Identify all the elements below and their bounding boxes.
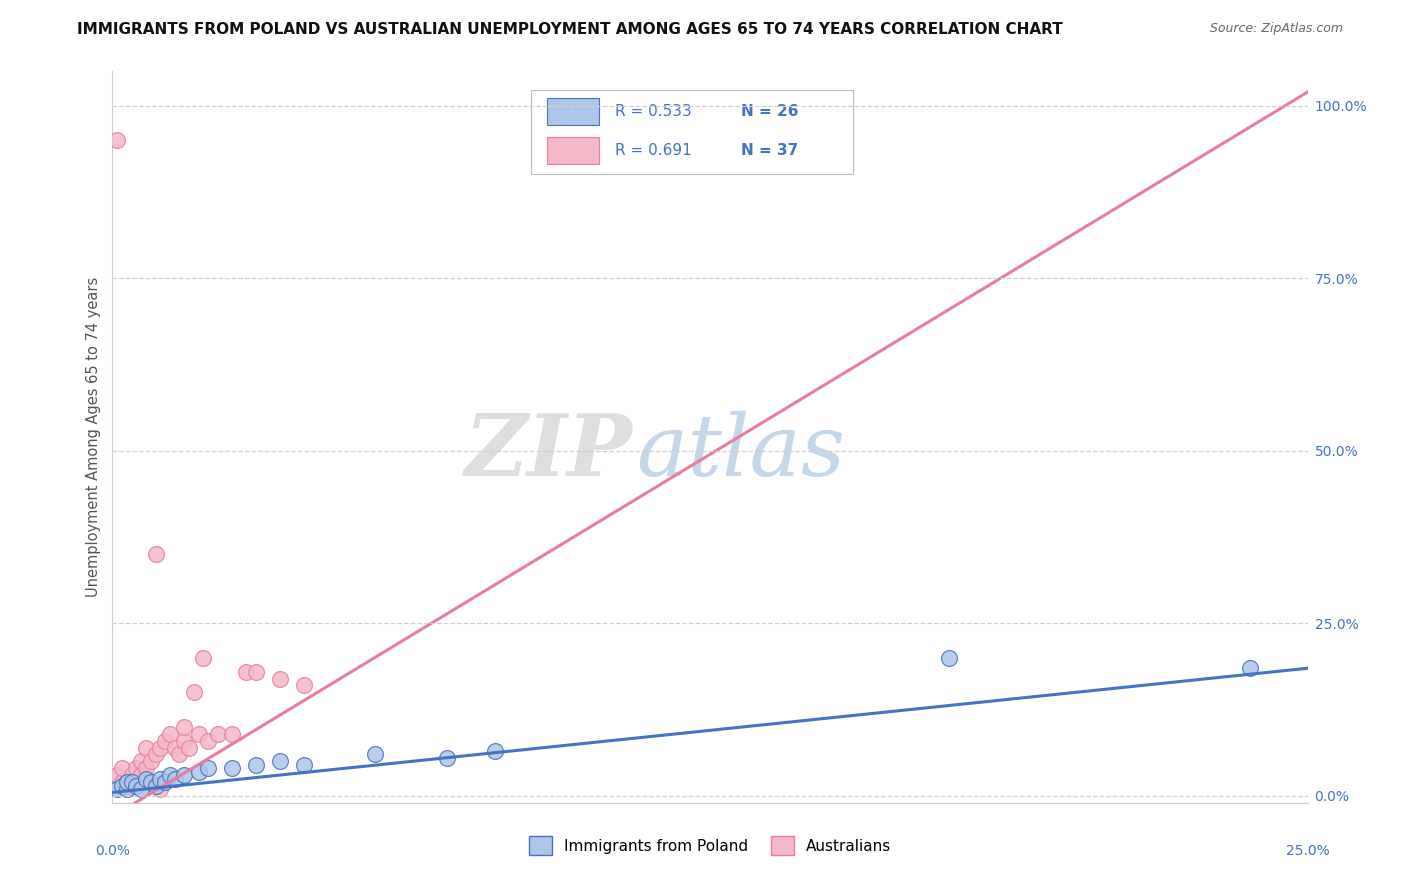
- Point: [115, 775, 138, 789]
- Point: [183, 685, 205, 699]
- Point: [173, 733, 195, 747]
- Point: [121, 775, 143, 789]
- Text: Source: ZipAtlas.com: Source: ZipAtlas.com: [1209, 22, 1343, 36]
- Point: [111, 775, 134, 789]
- Point: [111, 779, 134, 793]
- Point: [292, 757, 315, 772]
- Point: [145, 747, 167, 762]
- Point: [115, 782, 138, 797]
- Text: atlas: atlas: [636, 410, 845, 493]
- Point: [207, 727, 229, 741]
- Point: [187, 727, 209, 741]
- Point: [105, 768, 128, 782]
- Point: [269, 672, 291, 686]
- Point: [938, 651, 960, 665]
- Point: [364, 747, 387, 762]
- Point: [125, 779, 148, 793]
- Point: [245, 757, 267, 772]
- Point: [105, 133, 128, 147]
- Point: [1239, 661, 1261, 675]
- Point: [129, 755, 152, 769]
- Point: [105, 782, 128, 797]
- Point: [139, 755, 162, 769]
- Point: [149, 740, 172, 755]
- Point: [269, 755, 291, 769]
- Point: [135, 740, 157, 755]
- Point: [197, 761, 219, 775]
- Point: [163, 772, 186, 786]
- Legend: Immigrants from Poland, Australians: Immigrants from Poland, Australians: [523, 830, 897, 861]
- Point: [125, 761, 148, 775]
- Point: [115, 775, 138, 789]
- Text: 0.0%: 0.0%: [96, 845, 129, 858]
- Point: [139, 775, 162, 789]
- Point: [139, 775, 162, 789]
- Point: [193, 651, 215, 665]
- Point: [149, 782, 172, 797]
- Point: [125, 775, 148, 789]
- Text: IMMIGRANTS FROM POLAND VS AUSTRALIAN UNEMPLOYMENT AMONG AGES 65 TO 74 YEARS CORR: IMMIGRANTS FROM POLAND VS AUSTRALIAN UNE…: [77, 22, 1063, 37]
- Point: [173, 768, 195, 782]
- Text: ZIP: ZIP: [464, 410, 633, 493]
- Text: 25.0%: 25.0%: [1285, 845, 1330, 858]
- Point: [169, 747, 191, 762]
- Point: [187, 764, 209, 779]
- Point: [111, 761, 134, 775]
- Point: [221, 727, 243, 741]
- Point: [177, 740, 200, 755]
- Point: [173, 720, 195, 734]
- Point: [235, 665, 257, 679]
- Point: [135, 761, 157, 775]
- Point: [129, 782, 152, 797]
- Point: [221, 761, 243, 775]
- Point: [121, 775, 143, 789]
- Point: [121, 768, 143, 782]
- Point: [484, 744, 506, 758]
- Point: [149, 772, 172, 786]
- Point: [135, 772, 157, 786]
- Point: [163, 740, 186, 755]
- Point: [197, 733, 219, 747]
- Point: [129, 768, 152, 782]
- Point: [436, 751, 458, 765]
- Point: [153, 775, 176, 789]
- Point: [115, 782, 138, 797]
- Point: [245, 665, 267, 679]
- Point: [145, 779, 167, 793]
- Y-axis label: Unemployment Among Ages 65 to 74 years: Unemployment Among Ages 65 to 74 years: [86, 277, 101, 598]
- Point: [159, 727, 181, 741]
- Point: [153, 733, 176, 747]
- Point: [292, 678, 315, 692]
- Point: [159, 768, 181, 782]
- Point: [145, 548, 167, 562]
